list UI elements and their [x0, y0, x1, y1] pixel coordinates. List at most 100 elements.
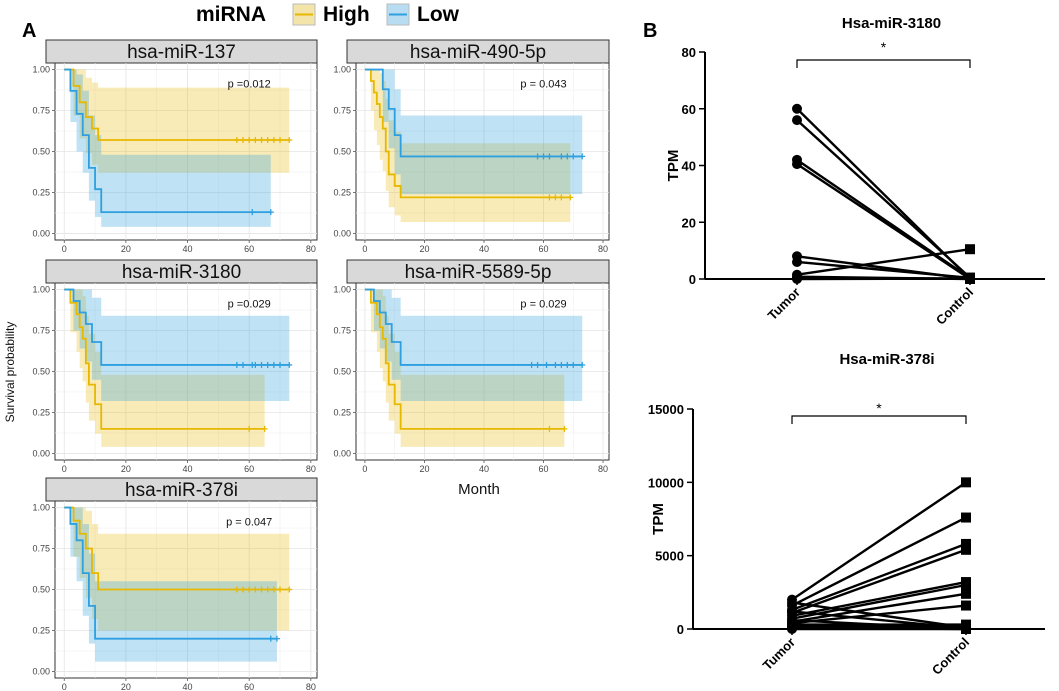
x-tick-label: 60 [244, 464, 254, 474]
x-tick-label: 60 [244, 682, 254, 691]
pair-line [796, 163, 971, 280]
y-tick-label: 5000 [655, 549, 684, 564]
survival-curve-high [364, 68, 571, 199]
y-tick-label: 0.75 [32, 544, 50, 554]
y-tick-label: 1.00 [333, 65, 351, 75]
control-point [961, 544, 971, 555]
x-tick-label: 80 [306, 244, 316, 254]
category-label: Control [933, 285, 976, 328]
y-tick-label: 0.50 [333, 367, 351, 377]
survival-curve-low [364, 288, 583, 366]
pair-line [791, 592, 967, 623]
control-point [961, 624, 971, 634]
pair-line [791, 619, 967, 631]
y-tick-label: 40 [682, 159, 696, 174]
km-panel-mir-5589-5p: hsa-miR-5589-5p 0 20 40 60 80 0.00 0.25 0.50 0.75… [333, 259, 610, 474]
ci-band-high [364, 289, 565, 447]
plot-title: Hsa-miR-378i [839, 351, 934, 368]
x-tick-label: 40 [479, 464, 489, 474]
x-tick-label: 60 [244, 244, 254, 254]
tumor-point [787, 606, 797, 617]
pair-line [791, 580, 967, 617]
y-axis-label: TPM [650, 503, 667, 535]
km-panel-mir-378i: hsa-miR-378i 0 20 40 60 80 0.00 0.25 0.50 0.75 1.0… [32, 477, 318, 691]
survival-curve-low [64, 288, 290, 366]
km-x-axis-label: Month [458, 481, 500, 498]
x-tick-label: 0 [62, 682, 67, 691]
x-tick-label: 80 [306, 682, 316, 691]
tumor-point [792, 274, 802, 284]
y-tick-label: 1.00 [333, 285, 351, 295]
survival-curve-high [64, 506, 290, 591]
tumor-point [787, 615, 797, 626]
x-tick-label: 40 [183, 244, 193, 254]
y-tick-label: 0 [689, 272, 696, 287]
ci-band-high [364, 69, 571, 222]
y-tick-label: 0.25 [32, 625, 50, 635]
x-tick-label: 80 [306, 464, 316, 474]
p-value: p = 0.029 [520, 299, 566, 311]
x-tick-label: 0 [362, 464, 367, 474]
strip-title: hsa-miR-3180 [122, 262, 241, 283]
km-y-axis-label: Survival probability [3, 322, 17, 423]
control-point [961, 580, 971, 590]
survival-curve-high [64, 68, 290, 141]
y-tick-label: 0.00 [333, 228, 351, 238]
significance-bracket [796, 59, 971, 68]
significance-star: * [881, 39, 887, 55]
legend-title: miRNA [196, 3, 266, 26]
y-tick-label: 1.00 [32, 285, 50, 295]
x-tick-label: 40 [183, 682, 193, 691]
y-tick-label: 0.25 [32, 407, 50, 417]
significance-bracket [791, 415, 967, 424]
x-tick-label: 80 [598, 464, 608, 474]
y-tick-label: 0.50 [32, 367, 50, 377]
ci-band-high [64, 69, 290, 173]
x-tick-label: 80 [598, 244, 608, 254]
y-tick-label: 0.75 [32, 326, 50, 336]
x-tick-label: 60 [539, 464, 549, 474]
km-panel-mir-137: hsa-miR-137 0 20 40 60 80 0.00 0.25 0.50 0.75 1.00… [32, 39, 318, 254]
control-point [961, 538, 971, 549]
pair-line [796, 119, 971, 279]
pair-line [796, 260, 971, 280]
y-tick-label: 15000 [648, 402, 684, 417]
p-value: p =0.029 [228, 299, 271, 311]
pair-line [796, 248, 971, 276]
strip-title: hsa-miR-378i [125, 480, 238, 501]
plot-title: Hsa-miR-3180 [842, 15, 941, 32]
pair-line [791, 481, 967, 601]
pair-line [791, 516, 967, 607]
survival-curve-low [364, 68, 583, 158]
pair-line [791, 610, 967, 630]
ci-band-low [364, 289, 583, 401]
strip-title: hsa-miR-490-5p [410, 42, 546, 63]
ci-band-low [64, 69, 271, 227]
survival-curve-low [64, 506, 277, 640]
tumor-point [792, 115, 802, 126]
y-tick-label: 80 [682, 45, 696, 60]
p-value: p = 0.047 [226, 517, 272, 529]
pair-line [791, 542, 967, 612]
y-tick-label: 0.50 [32, 147, 50, 157]
pair-line [791, 601, 967, 629]
legend-low-label: Low [417, 3, 460, 26]
y-tick-label: 0.25 [32, 187, 50, 197]
x-tick-label: 40 [479, 244, 489, 254]
x-tick-label: 20 [121, 682, 131, 691]
y-tick-label: 0.00 [32, 666, 50, 676]
ci-band-high [64, 507, 290, 631]
strip-title: hsa-miR-137 [127, 42, 236, 63]
control-point [965, 273, 975, 284]
control-point [965, 244, 975, 255]
x-tick-label: 20 [419, 244, 429, 254]
control-point [961, 477, 971, 488]
y-tick-label: 0.00 [32, 228, 50, 238]
km-panel-mir-490-5p: hsa-miR-490-5p 0 20 40 60 80 0.00 0.25 0.50 0.75 1… [333, 39, 610, 254]
x-tick-label: 20 [121, 244, 131, 254]
control-point [961, 512, 971, 523]
category-label: Tumor [760, 635, 799, 674]
tumor-point [792, 159, 802, 170]
survival-curve-high [64, 288, 265, 430]
y-axis-label: TPM [665, 150, 682, 182]
